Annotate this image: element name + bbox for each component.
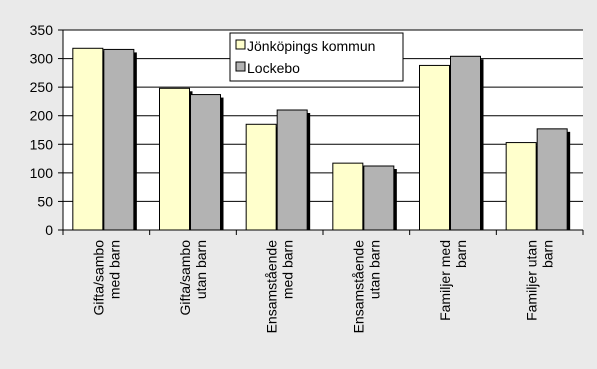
bar-jonkoping bbox=[245, 123, 277, 231]
bar-jonkoping bbox=[419, 64, 450, 231]
bar-lockebo bbox=[103, 48, 135, 231]
bar-lockebo bbox=[450, 55, 481, 231]
x-category-label-line: med barn bbox=[280, 240, 296, 299]
axes bbox=[62, 30, 584, 235]
legend-swatch bbox=[235, 39, 246, 50]
y-tick-label: 50 bbox=[37, 193, 53, 209]
x-category-label-line: Familjer utan bbox=[524, 240, 540, 321]
x-category-label-line: med barn bbox=[106, 240, 122, 299]
bar-jonkoping bbox=[505, 142, 537, 231]
y-tick-label: 350 bbox=[30, 22, 54, 38]
legend-box bbox=[229, 32, 404, 82]
x-category-label-line: Gifta/sambo bbox=[177, 240, 193, 316]
x-axis-category-labels: Gifta/sambo med barn Gifta/sambo utan barn E… bbox=[90, 240, 555, 334]
legend: Jönköpings kommun Lockebo bbox=[229, 32, 404, 82]
y-tick-label: 150 bbox=[30, 136, 54, 152]
bar-lockebo bbox=[276, 109, 308, 231]
x-category-label-line: utan barn bbox=[366, 240, 382, 299]
x-category-label: Familjer utan barn bbox=[524, 240, 556, 321]
x-category-label-line: Ensamstående bbox=[264, 240, 280, 334]
bar-lockebo bbox=[190, 94, 221, 231]
bar-jonkoping bbox=[72, 47, 104, 231]
x-category-label-line: Familjer med bbox=[437, 240, 453, 321]
x-category-label-line: Gifta/sambo bbox=[90, 240, 106, 316]
bar-lockebo bbox=[363, 165, 395, 231]
x-category-label-line: barn bbox=[453, 240, 469, 268]
y-tick-label: 200 bbox=[30, 108, 54, 124]
x-category-label-line: utan barn bbox=[193, 240, 209, 299]
legend-swatch bbox=[235, 61, 246, 72]
x-category-label: Gifta/sambo med barn bbox=[90, 240, 122, 316]
bar-jonkoping bbox=[159, 87, 190, 231]
bars bbox=[72, 47, 571, 231]
bar-lockebo bbox=[536, 128, 568, 231]
y-tick-label: 100 bbox=[30, 165, 54, 181]
y-tick-label: 0 bbox=[45, 222, 53, 238]
legend-label: Jönköpings kommun bbox=[247, 38, 375, 54]
x-category-label-line: Ensamstående bbox=[350, 240, 366, 334]
legend-label: Lockebo bbox=[247, 60, 300, 76]
y-tick-label: 300 bbox=[30, 51, 54, 67]
y-axis-ticks: 0 50 100 150 200 250 300 350 bbox=[30, 22, 63, 238]
x-category-label: Gifta/sambo utan barn bbox=[177, 240, 209, 316]
x-category-label: Ensamstående med barn bbox=[264, 240, 296, 334]
bar-jonkoping bbox=[332, 162, 364, 231]
x-category-label: Familjer med barn bbox=[437, 240, 469, 321]
x-category-label: Ensamstående utan barn bbox=[350, 240, 382, 334]
x-category-label-line: barn bbox=[540, 240, 556, 268]
y-tick-label: 250 bbox=[30, 79, 54, 95]
